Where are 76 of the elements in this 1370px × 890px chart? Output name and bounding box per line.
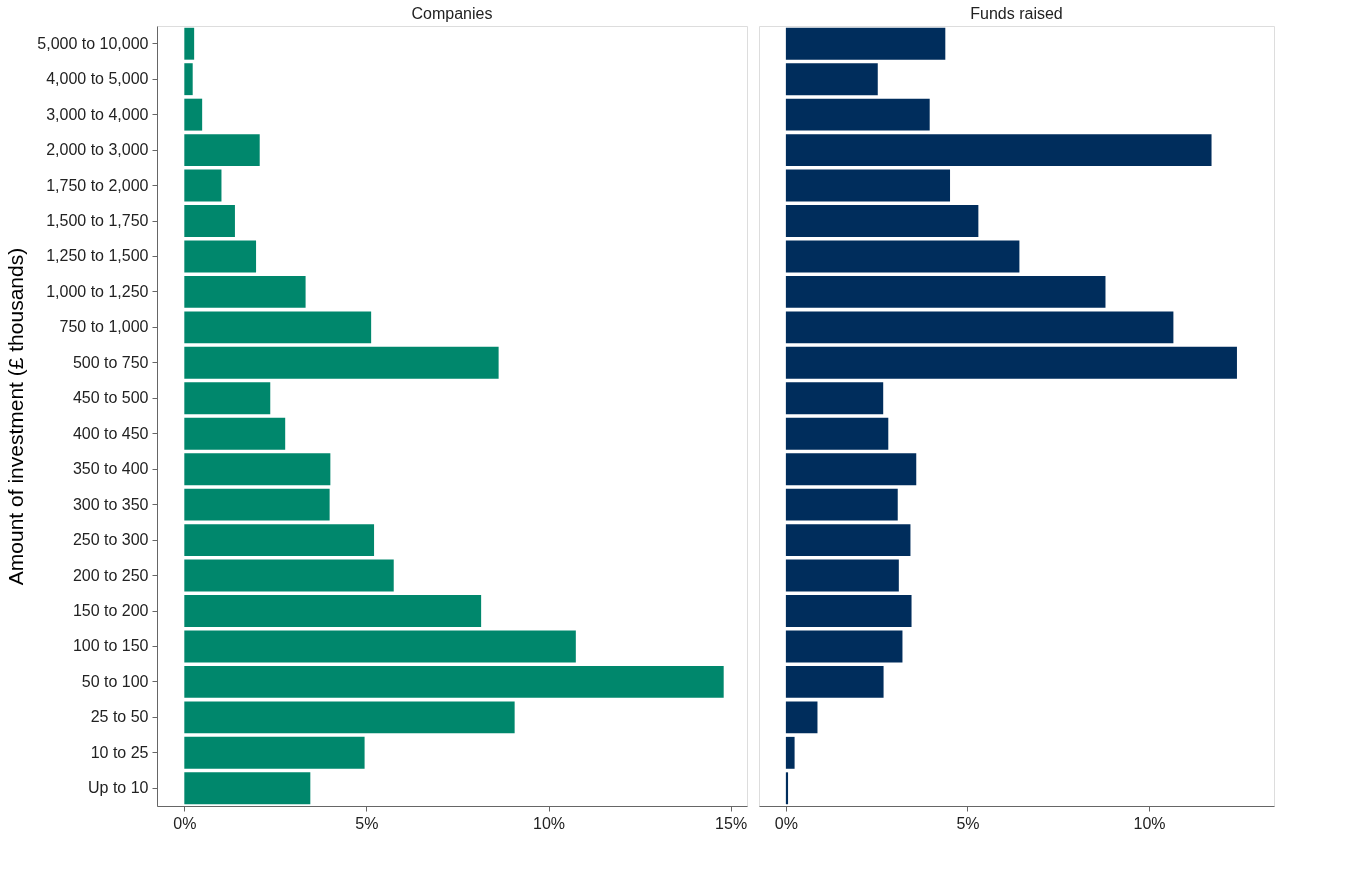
x-tick-label: 15% <box>715 814 748 832</box>
bar <box>785 240 1020 273</box>
y-tick-label: 1,250 to 1,500 <box>46 247 149 265</box>
bar <box>184 27 195 60</box>
y-tick-label: 5,000 to 10,000 <box>37 34 149 52</box>
x-tick-label: 5% <box>956 814 980 832</box>
y-tick-label: 25 to 50 <box>90 708 149 726</box>
bar <box>184 559 394 592</box>
bar <box>785 630 903 663</box>
bar <box>785 98 930 131</box>
bar <box>785 346 1237 379</box>
bar <box>785 311 1174 344</box>
y-tick-label: 750 to 1,000 <box>59 318 149 336</box>
bar <box>184 488 330 521</box>
y-tick-label: 4,000 to 5,000 <box>46 70 149 88</box>
y-tick-label: 200 to 250 <box>72 566 149 584</box>
bar <box>785 736 795 769</box>
bar <box>785 382 884 415</box>
bar <box>785 275 1106 308</box>
x-tick-label: 5% <box>355 814 379 832</box>
y-tick-label: 1,500 to 1,750 <box>46 212 149 229</box>
bar <box>785 701 818 734</box>
bar <box>184 772 311 805</box>
bar <box>184 701 515 734</box>
y-tick-label: 400 to 450 <box>72 424 149 442</box>
chart-title: Companies <box>411 5 493 22</box>
x-tick-label: 0% <box>774 814 798 832</box>
bar <box>184 98 203 131</box>
y-tick-label: 1,750 to 2,000 <box>46 176 149 194</box>
bar <box>785 169 951 202</box>
bar <box>785 488 898 521</box>
y-tick-label: 450 to 500 <box>72 389 149 407</box>
bar <box>785 63 878 96</box>
y-tick-label: 3,000 to 4,000 <box>46 105 149 123</box>
y-tick-label: 2,000 to 3,000 <box>46 141 149 159</box>
bar <box>785 453 917 486</box>
bar <box>184 595 482 627</box>
x-tick-label: 10% <box>533 814 566 832</box>
y-tick-label: 500 to 750 <box>72 353 149 371</box>
bar <box>785 524 911 557</box>
y-tick-label: 50 to 100 <box>81 672 149 690</box>
y-axis-title: Amount of investment (£ thousands) <box>4 247 28 586</box>
y-tick-label: 150 to 200 <box>72 602 149 619</box>
bar <box>184 311 372 344</box>
y-tick-label: 250 to 300 <box>72 531 149 549</box>
bar <box>184 665 724 698</box>
bar <box>785 134 1212 167</box>
bar <box>184 134 260 167</box>
bar <box>184 169 222 202</box>
bar <box>785 559 899 592</box>
bar <box>184 630 576 663</box>
chart-title: Funds raised <box>970 5 1063 22</box>
bar <box>184 417 286 450</box>
bar <box>785 205 979 237</box>
bar <box>785 665 884 698</box>
x-tick-label: 10% <box>1133 814 1166 832</box>
x-tick-label: 0% <box>173 814 197 832</box>
bar <box>184 346 499 379</box>
y-tick-label: 1,000 to 1,250 <box>46 282 149 300</box>
bar <box>184 524 375 557</box>
bar <box>785 417 889 450</box>
bar <box>785 27 946 60</box>
y-tick-label: 300 to 350 <box>72 495 149 513</box>
y-tick-label: Up to 10 <box>88 779 149 797</box>
bar <box>785 595 912 627</box>
bar <box>184 275 306 308</box>
bar <box>785 772 789 805</box>
bar <box>184 382 271 415</box>
bar <box>184 453 331 486</box>
y-tick-label: 350 to 400 <box>72 460 149 478</box>
y-tick-label: 100 to 150 <box>72 637 149 655</box>
bar <box>184 205 235 237</box>
bar <box>184 63 193 96</box>
bar <box>184 736 365 769</box>
y-tick-label: 10 to 25 <box>90 743 149 761</box>
bar <box>184 240 257 273</box>
